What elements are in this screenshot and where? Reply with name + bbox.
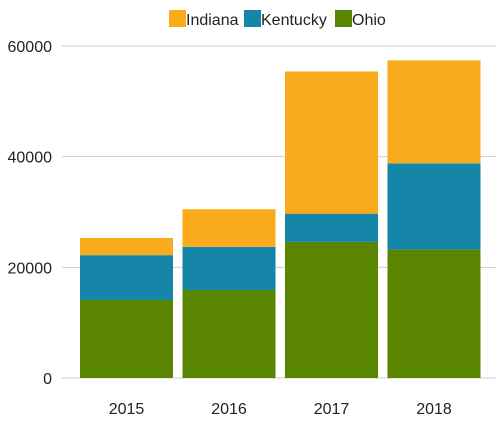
- x-tick-label: 2018: [416, 401, 452, 418]
- bar-kentucky-2015: [80, 255, 173, 300]
- y-tick-label: 20000: [8, 260, 53, 277]
- bar-indiana-2015: [80, 238, 173, 256]
- x-tick-label: 2015: [109, 401, 145, 418]
- y-tick-label: 60000: [8, 39, 53, 56]
- x-tick-label: 2017: [314, 401, 350, 418]
- legend-label-indiana: Indiana: [186, 12, 239, 29]
- bar-indiana-2018: [387, 60, 481, 164]
- y-tick-label: 40000: [8, 150, 53, 167]
- bar-kentucky-2016: [182, 246, 276, 291]
- bar-indiana-2016: [182, 209, 276, 247]
- bar-kentucky-2017: [285, 213, 378, 242]
- bar-ohio-2018: [387, 249, 481, 378]
- legend-swatch-ohio: [335, 10, 352, 27]
- legend: Indiana Kentucky Ohio: [169, 10, 386, 29]
- bar-ohio-2016: [182, 290, 276, 378]
- legend-swatch-kentucky: [244, 10, 261, 27]
- bar-ohio-2017: [285, 241, 378, 378]
- x-axis: 2015 2016 2017 2018: [109, 401, 452, 418]
- bar-indiana-2017: [285, 71, 378, 214]
- bars: [80, 60, 481, 378]
- y-axis: 0 20000 40000 60000: [8, 39, 53, 388]
- bar-kentucky-2018: [387, 163, 481, 250]
- bar-ohio-2015: [80, 299, 173, 378]
- legend-swatch-indiana: [169, 10, 186, 27]
- y-tick-label: 0: [43, 371, 52, 388]
- legend-label-ohio: Ohio: [352, 12, 386, 29]
- x-tick-label: 2016: [211, 401, 247, 418]
- legend-label-kentucky: Kentucky: [261, 12, 327, 29]
